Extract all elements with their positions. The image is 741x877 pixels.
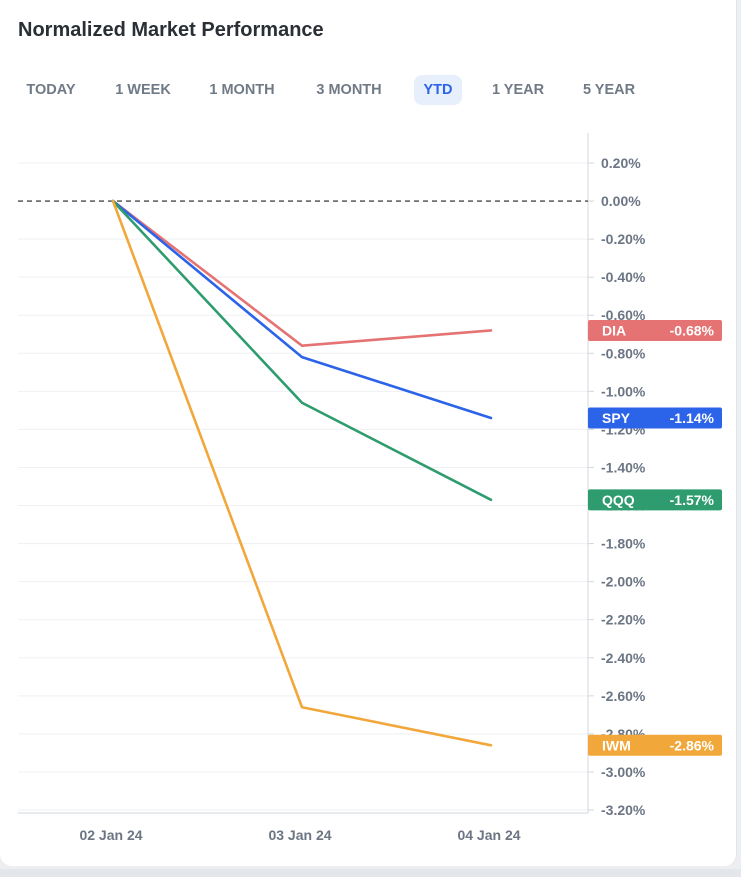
badge-name-dia: DIA — [602, 322, 626, 338]
tab-ytd[interactable]: YTD — [414, 75, 462, 105]
value-badge-spy — [588, 407, 722, 429]
y-tick-label: -1.40% — [601, 459, 646, 475]
y-tick-label: -1.80% — [601, 536, 646, 552]
y-tick-label: -2.60% — [601, 688, 646, 704]
badge-value-dia: -0.68% — [670, 322, 715, 338]
tab-1-month[interactable]: 1 MONTH — [209, 82, 275, 98]
series-line-dia — [111, 199, 493, 347]
value-badge-qqq — [588, 489, 722, 511]
y-tick-label: 0.00% — [601, 193, 641, 209]
x-tick-label: 04 Jan 24 — [457, 827, 520, 843]
badge-value-qqq: -1.57% — [670, 492, 715, 508]
next-card-edge — [0, 869, 741, 877]
tab-1-year[interactable]: 1 YEAR — [491, 82, 545, 98]
y-tick-label: -0.80% — [601, 345, 646, 361]
y-tick-label: 0.20% — [601, 155, 641, 171]
tab-1-week[interactable]: 1 WEEK — [115, 82, 171, 98]
y-tick-label: -2.40% — [601, 650, 646, 666]
page-title: Normalized Market Performance — [18, 19, 324, 41]
x-tick-label: 02 Jan 24 — [79, 827, 142, 843]
y-tick-label: -2.20% — [601, 612, 646, 628]
x-tick-label: 03 Jan 24 — [268, 827, 331, 843]
y-tick-label: -2.00% — [601, 574, 646, 590]
tab-3-month[interactable]: 3 MONTH — [316, 82, 382, 98]
badge-name-iwm: IWM — [602, 737, 631, 753]
y-tick-label: -3.00% — [601, 764, 646, 780]
y-tick-label: -3.20% — [601, 802, 646, 818]
badge-value-iwm: -2.86% — [670, 737, 715, 753]
badge-name-spy: SPY — [602, 410, 631, 426]
y-tick-label: -0.40% — [601, 269, 646, 285]
performance-chart: 0.20% 0.00% -0.20% -0.40% -0.60% -0.80% -1.00%… — [0, 120, 741, 860]
y-tick-label: -1.00% — [601, 383, 646, 399]
tab-today[interactable]: TODAY — [26, 82, 76, 98]
badge-value-spy: -1.14% — [670, 410, 715, 426]
y-tick-label: -0.20% — [601, 231, 646, 247]
series-line-qqq — [111, 199, 493, 502]
tab-5-year[interactable]: 5 YEAR — [582, 82, 636, 98]
series-line-spy — [111, 199, 493, 420]
timeframe-tabs: TODAY 1 WEEK 1 MONTH 3 MONTH YTD 1 YEAR … — [14, 75, 654, 105]
value-badge-iwm — [588, 734, 722, 756]
y-tick-label: -0.60% — [601, 307, 646, 323]
series-line-iwm — [111, 199, 493, 747]
value-badge-dia — [588, 319, 722, 341]
chart-svg: 0.20% 0.00% -0.20% -0.40% -0.60% -0.80% -1.00%… — [18, 133, 722, 843]
badge-name-qqq: QQQ — [602, 492, 635, 508]
